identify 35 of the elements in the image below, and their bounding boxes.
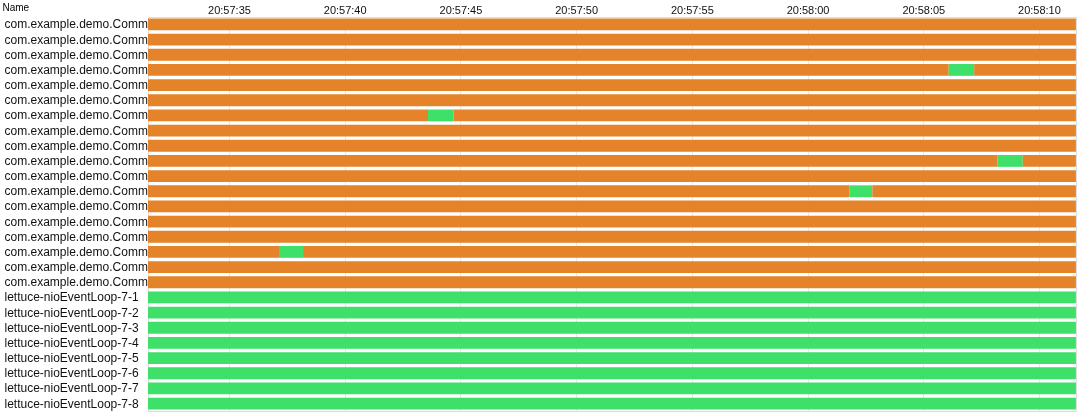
y-tick-label: lettuce-nioEventLoop-7-2 [4,305,139,320]
y-tick-label: com.example.demo.Comm [4,244,148,259]
y-tick-label: com.example.demo.Comm [4,62,148,77]
y-tick-label: lettuce-nioEventLoop-7-3 [4,320,139,335]
y-tick-label: lettuce-nioEventLoop-7-8 [4,396,139,411]
y-tick-label: com.example.demo.Comm [4,47,148,62]
x-tick-label: 20:58:00 [786,3,830,16]
y-tick-label: com.example.demo.Comm [4,123,148,138]
y-tick-label: com.example.demo.Comm [4,93,148,108]
y-tick-label: com.example.demo.Comm [4,199,148,214]
y-tick-label: com.example.demo.Comm [4,108,148,123]
y-tick-label: lettuce-nioEventLoop-7-6 [4,366,139,381]
x-tick-label: 20:58:10 [1018,3,1061,16]
y-tick-label: com.example.demo.Comm [4,32,148,47]
y-tick-label: lettuce-nioEventLoop-7-7 [4,381,139,396]
y-tick-label: com.example.demo.Comm [4,169,148,184]
x-tick-label: 20:57:55 [670,3,714,16]
y-tick-label: com.example.demo.Comm [4,17,148,32]
x-tick-label: 20:57:40 [323,3,367,16]
x-tick-label: 20:58:05 [902,3,946,16]
y-tick-label: com.example.demo.Comm [4,138,148,153]
x-tick-label: 20:57:45 [439,3,483,16]
y-tick-label: com.example.demo.Comm [4,214,148,229]
y-tick-label: lettuce-nioEventLoop-7-1 [4,290,139,305]
x-tick-label: 20:57:50 [555,3,599,16]
y-tick-label: lettuce-nioEventLoop-7-5 [4,351,139,366]
y-tick-label: com.example.demo.Comm [4,153,148,168]
y-tick-label: com.example.demo.Comm [4,229,148,244]
y-tick-label: com.example.demo.Comm [4,78,148,93]
y-tick-label: com.example.demo.Comm [4,275,148,290]
x-tick-label: 20:57:35 [208,3,251,16]
y-axis-title: Name [2,1,30,13]
y-tick-label: lettuce-nioEventLoop-7-4 [4,335,139,350]
y-tick-label: com.example.demo.Comm [4,184,148,199]
y-tick-label: com.example.demo.Comm [4,260,148,275]
